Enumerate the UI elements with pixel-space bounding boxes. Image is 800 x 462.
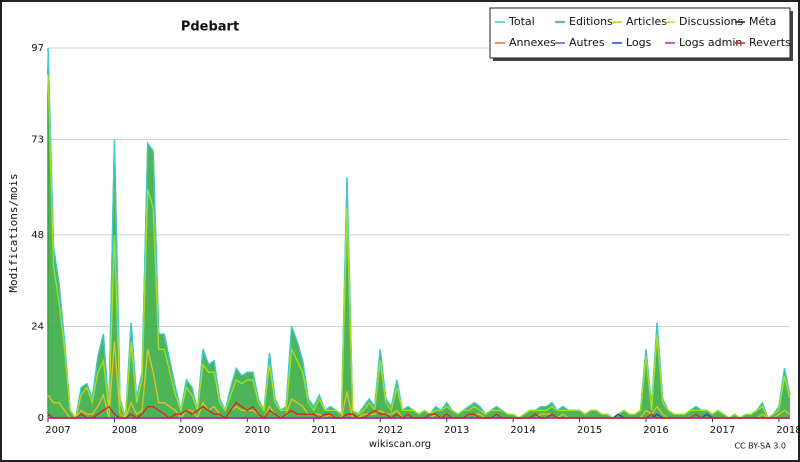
x-tick-label: 2008 <box>112 425 137 436</box>
x-tick-label: 2009 <box>178 425 203 436</box>
legend-label: Discussions <box>679 15 743 28</box>
source: wikiscan.org <box>369 439 431 450</box>
legend-label: Autres <box>569 36 605 49</box>
license: CC BY-SA 3.0 <box>734 442 786 451</box>
y-tick-label: 0 <box>38 413 44 424</box>
x-tick-label: 2015 <box>577 425 602 436</box>
series-line <box>47 401 790 419</box>
legend-label: Articles <box>626 15 667 28</box>
x-tick-label: 2011 <box>311 425 336 436</box>
legend: Total Editions Articles Discussions Méta Anne… <box>495 15 791 49</box>
x-tick-label: 2013 <box>444 425 469 436</box>
legend-label: Annexes <box>509 36 556 49</box>
x-tick-label: 2017 <box>710 425 735 436</box>
y-tick-label: 73 <box>31 135 44 146</box>
legend-box <box>489 7 791 59</box>
y-tick-label: 48 <box>31 230 44 241</box>
y-axis-label: Modifications/mois <box>7 173 20 292</box>
x-tick-label: 2016 <box>643 425 668 436</box>
plot: 0 24 48 73 97 2007 2008 2009 2010 2011 2012 2013 201… <box>31 43 800 436</box>
legend-label: Logs <box>626 36 652 49</box>
x-tick-label: 2012 <box>378 425 403 436</box>
chart-title: Pdebart <box>181 20 239 35</box>
legend-label: Total <box>508 15 535 28</box>
y-tick-label: 97 <box>31 43 44 54</box>
x-tick-label: 2007 <box>45 425 70 436</box>
y-tick-label: 24 <box>31 321 44 332</box>
x-tick-label: 2010 <box>245 425 270 436</box>
series-line <box>47 74 791 420</box>
legend-label: Logs admin <box>679 36 742 49</box>
x-tick-label: 2014 <box>510 425 535 436</box>
legend-label: Méta <box>749 15 776 28</box>
x-tick-label: 2018 <box>776 425 800 436</box>
legend-label: Editions <box>569 15 613 28</box>
legend-label: Reverts <box>749 36 791 49</box>
